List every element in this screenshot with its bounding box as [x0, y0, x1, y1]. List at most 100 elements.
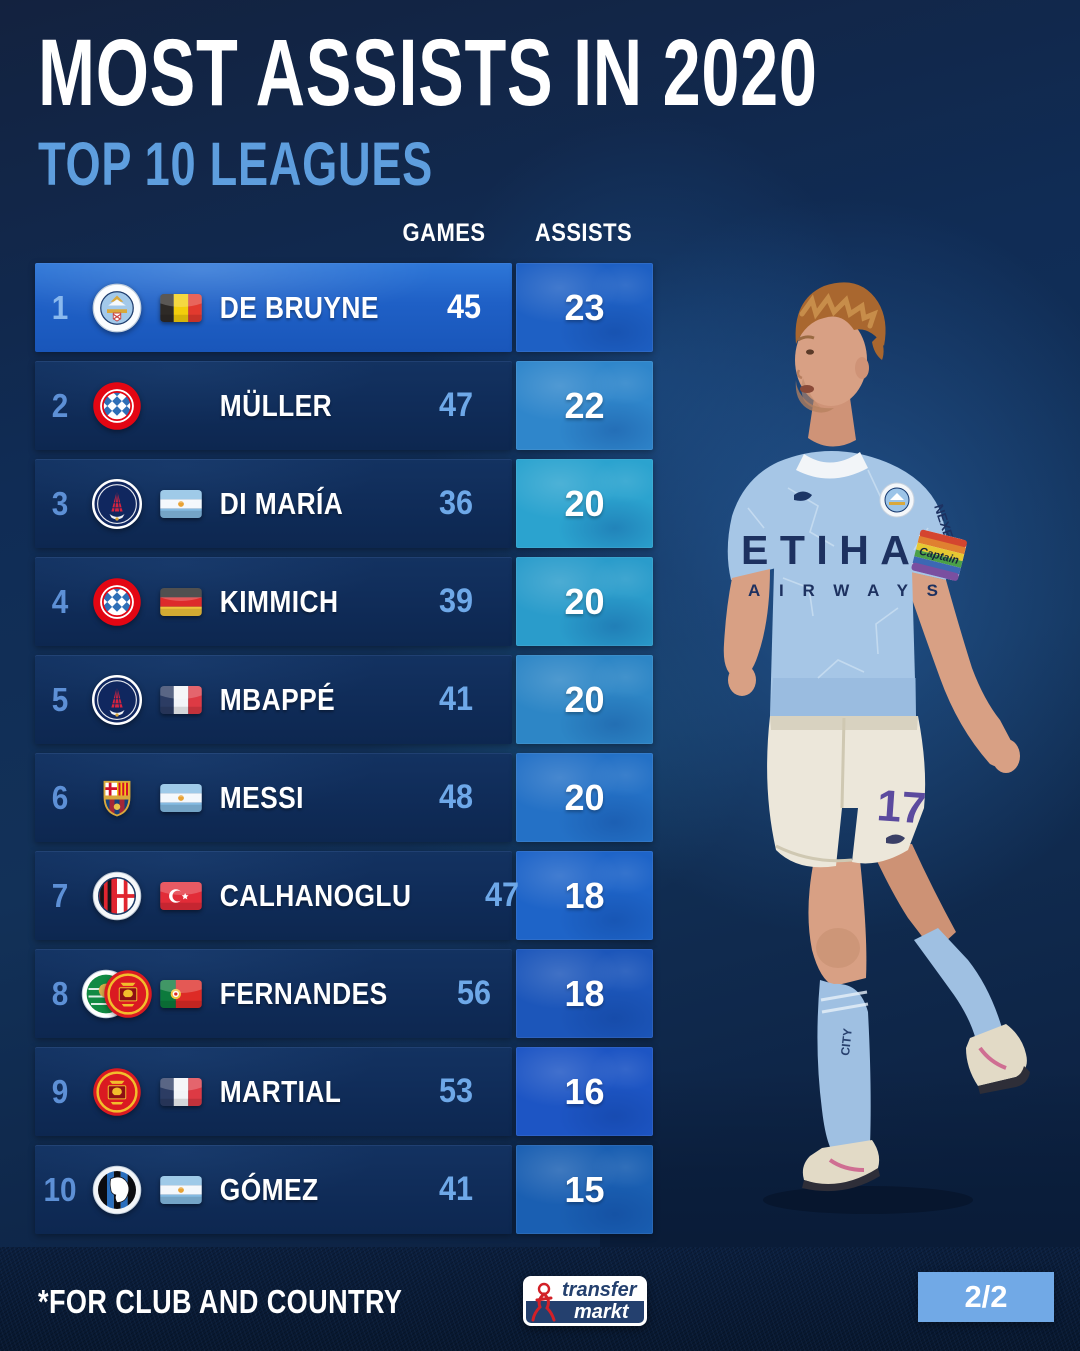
assists-value-cell: 15	[516, 1145, 653, 1234]
country-flag-germany	[160, 587, 202, 616]
row-main: 1 DE BRUYNE 45	[35, 263, 512, 352]
row-main: 4 KIMMICH 39	[35, 557, 512, 646]
club-badge-psg	[92, 674, 142, 725]
games-value: 47	[485, 876, 520, 914]
table-row: 9 MARTIAL 53 16	[35, 1047, 653, 1136]
player-name: DE BRUYNE	[219, 289, 379, 325]
column-header-assists: ASSISTS	[534, 219, 633, 247]
player-name: MARTIAL	[219, 1073, 342, 1109]
games-value: 36	[438, 484, 474, 522]
player-name: MÜLLER	[219, 387, 333, 423]
assists-value-cell: 20	[516, 753, 653, 842]
table-row: 8 FERNANDES 56 18	[35, 949, 653, 1038]
country-flag-box	[149, 881, 213, 910]
club-badge-atalanta	[92, 1165, 142, 1215]
row-main: 9 MARTIAL 53	[35, 1047, 512, 1136]
country-flag-portugal	[160, 979, 202, 1008]
rank-number: 9	[51, 1072, 69, 1110]
player-name: MBAPPÉ	[219, 681, 336, 717]
assists-value-cell: 16	[516, 1047, 653, 1136]
country-flag-belgium	[160, 293, 202, 322]
rank-number: 4	[51, 582, 69, 620]
games-value: 47	[438, 386, 474, 424]
country-flag-turkey	[160, 881, 202, 910]
club-badges	[85, 871, 149, 921]
country-flag-box	[149, 783, 213, 812]
transfermarkt-logo-top-text: transfer	[526, 1279, 644, 1301]
player-name: FERNANDES	[219, 975, 388, 1011]
player-illustration: CITY 17	[723, 282, 1030, 1214]
row-main: 7 CALHANOGLU 47	[35, 851, 519, 940]
club-badge-ac-milan	[92, 871, 142, 921]
player-name: KIMMICH	[219, 583, 339, 619]
rank-number: 8	[51, 974, 69, 1012]
table-row: 1 DE BRUYNE 45 23	[35, 263, 653, 352]
page-subtitle: TOP 10 LEAGUES	[38, 130, 434, 198]
club-badges	[85, 577, 149, 627]
table-row: 3 DI MARÍA 36 20	[35, 459, 653, 548]
assists-value-cell: 20	[516, 557, 653, 646]
games-value: 41	[438, 1170, 474, 1208]
club-badge-manchester-city	[92, 283, 142, 333]
page-indicator-badge: 2/2	[918, 1272, 1054, 1322]
player-name: MESSI	[219, 779, 304, 815]
rank-number: 6	[51, 778, 69, 816]
assists-value-cell: 23	[516, 263, 653, 352]
club-badge-barcelona	[92, 773, 142, 823]
transfermarkt-logo-bottom-text: markt	[526, 1301, 644, 1323]
club-badge-bayern-munich	[92, 381, 142, 431]
country-flag-box	[149, 1077, 213, 1106]
row-main: 8 FERNANDES 56	[35, 949, 512, 1038]
assists-value-cell: 20	[516, 655, 653, 744]
country-flag-france	[160, 1077, 202, 1106]
row-main: 5 MBAPPÉ 41	[35, 655, 512, 744]
country-flag-box	[149, 1175, 213, 1204]
games-value: 56	[457, 974, 492, 1012]
assists-value-cell: 18	[516, 851, 653, 940]
row-main: 2 MÜLLER 47	[35, 361, 512, 450]
rank-number: 5	[51, 680, 69, 718]
table-row: 4 KIMMICH 39 20	[35, 557, 653, 646]
transfermarkt-logo: transfer markt	[523, 1276, 647, 1326]
country-flag-box	[149, 685, 213, 714]
games-value: 48	[438, 778, 474, 816]
country-flag-argentina	[160, 489, 202, 518]
country-flag-france	[160, 685, 202, 714]
club-badges	[85, 1165, 149, 1215]
assists-value-cell: 20	[516, 459, 653, 548]
rank-number: 1	[51, 288, 69, 326]
page-title: MOST ASSISTS IN 2020	[38, 20, 818, 126]
country-flag-argentina	[160, 1175, 202, 1204]
rank-number: 10	[43, 1170, 77, 1208]
games-value: 45	[447, 288, 482, 326]
country-flag-box	[149, 489, 213, 518]
shorts-number: 17	[875, 781, 927, 833]
country-flag-box	[149, 293, 213, 322]
assists-value-cell: 18	[516, 949, 653, 1038]
table-row: 10 GÓMEZ 41 15	[35, 1145, 653, 1234]
games-value: 39	[438, 582, 474, 620]
club-badge-psg	[92, 478, 142, 529]
player-photo-de-bruyne: CITY 17	[618, 248, 1080, 1258]
club-badge-manchester-united	[92, 1067, 142, 1117]
club-badges	[85, 283, 149, 333]
transfermarkt-player-icon	[531, 1282, 556, 1322]
club-badge-bayern-munich	[92, 577, 142, 627]
club-badge-manchester-united	[103, 969, 153, 1019]
table-row: 6 MESSI 48 20	[35, 753, 653, 842]
rank-number: 2	[51, 386, 69, 424]
club-badges	[85, 478, 149, 529]
club-badges	[85, 773, 149, 823]
rank-number: 7	[51, 876, 69, 914]
sock-text: CITY	[838, 1028, 855, 1057]
country-flag-argentina	[160, 783, 202, 812]
rank-number: 3	[51, 484, 69, 522]
column-header-games: GAMES	[402, 219, 486, 247]
club-badges	[85, 381, 149, 431]
ranking-table: 1 DE BRUYNE 45 23 2 MÜLLER 47 22 3 DI MA	[35, 263, 653, 1243]
row-main: 10 GÓMEZ 41	[35, 1145, 512, 1234]
player-name: DI MARÍA	[219, 485, 344, 521]
row-main: 6 MESSI 48	[35, 753, 512, 842]
games-value: 41	[438, 680, 474, 718]
